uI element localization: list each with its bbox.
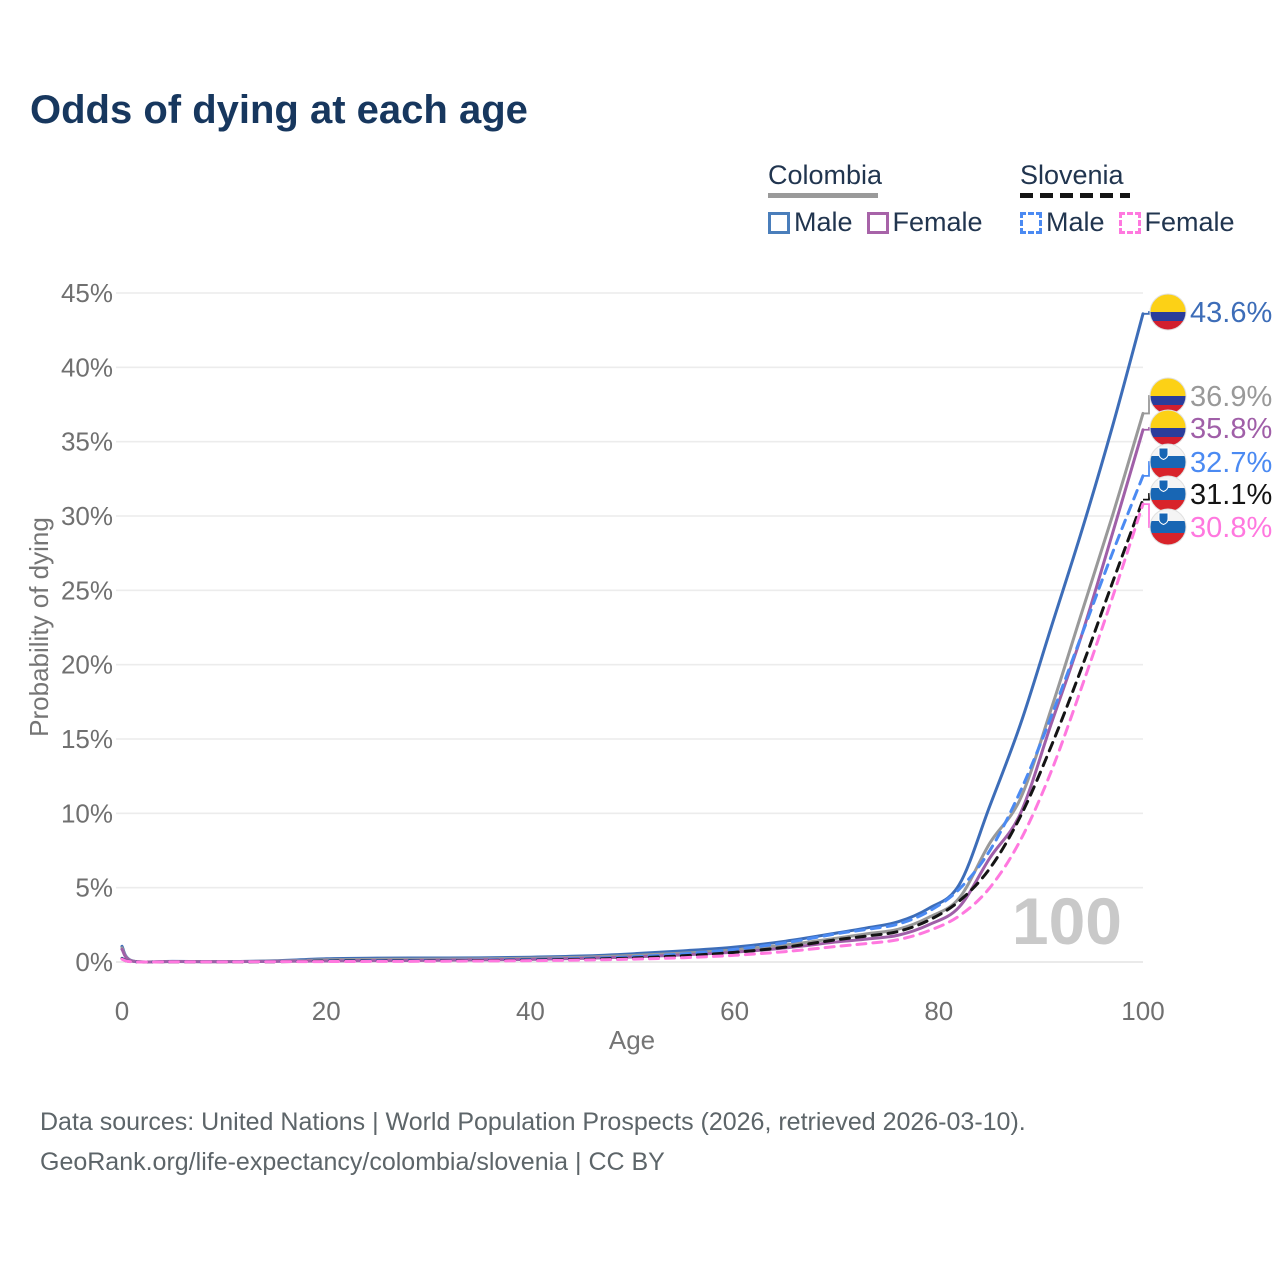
- x-tick-60: 60: [720, 996, 749, 1026]
- x-tick-20: 20: [312, 996, 341, 1026]
- hovered-age-watermark: 100: [1012, 884, 1122, 958]
- series-line-slovenia-both[interactable]: [120, 498, 1145, 964]
- series-end-labels: 43.6% 36.9%35.8%32.7%31.1%30.8%: [1143, 293, 1272, 546]
- slovenia-flag-icon: [1150, 476, 1186, 512]
- legend-swatch-colombia-female[interactable]: [866, 211, 889, 234]
- series-line-colombia-female[interactable]: [120, 428, 1145, 964]
- x-axis-title: Age: [609, 1025, 655, 1055]
- y-axis-tick-labels: 0% 5% 10% 15% 20% 25% 30% 35% 40% 45%: [61, 278, 113, 977]
- series-line-colombia-both[interactable]: [120, 411, 1145, 964]
- page-title: Odds of dying at each age: [30, 88, 528, 132]
- footer-data-sources: Data sources: United Nations | World Pop…: [40, 1108, 1026, 1136]
- slovenia-crest: [1158, 479, 1169, 493]
- y-tick-30: 30%: [61, 501, 113, 531]
- y-tick-25: 25%: [61, 575, 113, 605]
- footer-attribution: GeoRank.org/life-expectancy/colombia/slo…: [40, 1148, 665, 1176]
- legend-swatch-colombia-male[interactable]: [768, 211, 790, 234]
- legend-colombia-label[interactable]: Colombia: [768, 160, 883, 190]
- end-label-colombia-female: 35.8%: [1190, 413, 1272, 445]
- y-tick-35: 35%: [61, 427, 113, 457]
- end-label-colombia-both: 36.9%: [1190, 381, 1272, 413]
- slovenia-crest: [1158, 447, 1169, 461]
- end-label-slovenia-both: 31.1%: [1190, 479, 1272, 511]
- legend-slovenia-line-swatch: [1020, 193, 1130, 198]
- y-tick-10: 10%: [61, 798, 113, 828]
- legend-swatch-slovenia-female[interactable]: [1118, 211, 1141, 234]
- legend-group-colombia: Colombia Male Female: [768, 160, 997, 238]
- series-lines: [120, 312, 1145, 964]
- x-axis-tick-labels: 0 20 40 60 80 100: [115, 996, 1165, 1026]
- x-tick-100: 100: [1121, 996, 1164, 1026]
- x-tick-0: 0: [115, 996, 129, 1026]
- legend-slovenia-female-label[interactable]: Female: [1144, 207, 1235, 237]
- y-tick-40: 40%: [61, 352, 113, 382]
- series-line-slovenia-female[interactable]: [120, 502, 1145, 964]
- legend-slovenia-label[interactable]: Slovenia: [1020, 160, 1124, 190]
- y-tick-0: 0%: [75, 947, 113, 977]
- colombia-flag-icon: [1150, 410, 1186, 446]
- series-line-colombia-male[interactable]: [120, 312, 1145, 964]
- legend-colombia-male-label[interactable]: Male: [794, 207, 853, 237]
- legend-swatch-slovenia-male[interactable]: [1020, 211, 1042, 234]
- y-tick-5: 5%: [75, 873, 113, 903]
- y-tick-15: 15%: [61, 724, 113, 754]
- end-label-colombia-male: 43.6%: [1190, 297, 1272, 329]
- colombia-flag-icon: [1150, 294, 1186, 330]
- end-label-slovenia-female: 30.8%: [1190, 512, 1272, 544]
- legend-colombia-female-label[interactable]: Female: [892, 207, 983, 237]
- slovenia-flag-icon: [1150, 444, 1186, 480]
- slovenia-flag-icon: [1150, 509, 1186, 545]
- slovenia-crest: [1158, 512, 1169, 526]
- end-label-slovenia-male: 32.7%: [1190, 447, 1272, 479]
- legend-group-slovenia: Slovenia Male Female: [1020, 160, 1249, 238]
- legend-colombia-line-swatch: [768, 193, 878, 198]
- x-tick-80: 80: [924, 996, 953, 1026]
- x-tick-40: 40: [516, 996, 545, 1026]
- y-tick-20: 20%: [61, 650, 113, 680]
- y-axis-title: Probability of dying: [24, 517, 54, 737]
- legend-slovenia-male-label[interactable]: Male: [1046, 207, 1105, 237]
- label-connector: [1143, 503, 1151, 528]
- y-tick-45: 45%: [61, 278, 113, 308]
